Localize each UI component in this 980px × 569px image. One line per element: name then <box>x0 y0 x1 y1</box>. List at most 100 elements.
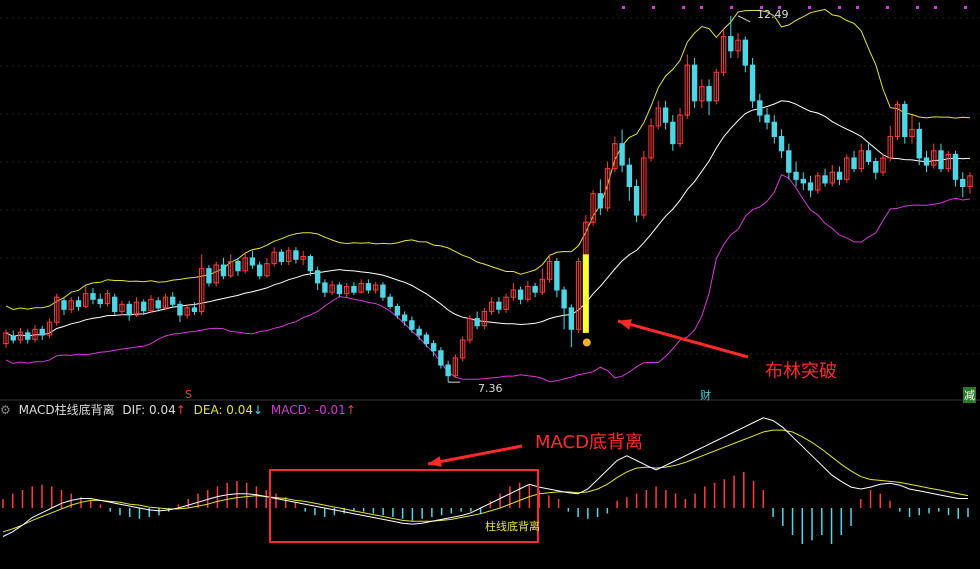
candle-body <box>691 64 698 102</box>
cursor-hand-icon <box>582 338 591 347</box>
candle-body <box>793 171 799 180</box>
candle-body <box>764 114 770 123</box>
candle-body <box>815 175 821 191</box>
dea-line <box>2 429 969 533</box>
status-dot <box>778 6 781 9</box>
candle-body <box>873 161 879 173</box>
candle-body <box>372 284 379 291</box>
candle-body <box>162 296 169 309</box>
candle-body <box>546 260 553 280</box>
candle-body <box>836 171 843 180</box>
candle-body <box>387 296 393 307</box>
candle-body <box>278 251 285 262</box>
candle-body <box>75 300 82 307</box>
candle-body <box>829 171 835 184</box>
candle-body <box>481 310 488 327</box>
candle-body <box>25 332 31 340</box>
candle-body <box>865 150 872 163</box>
candle-body <box>496 301 502 310</box>
candle-body <box>902 103 908 138</box>
bollinger-arrow <box>617 319 749 359</box>
bollinger-mid-band <box>5 100 971 337</box>
candle-body <box>844 157 850 180</box>
candle-body <box>83 293 89 307</box>
status-dot <box>700 6 703 9</box>
candle-body <box>343 285 350 295</box>
candle-body <box>54 296 60 323</box>
macd-value: MACD: -0.01 <box>270 403 346 417</box>
candle-body <box>960 178 966 188</box>
breakout-candle-highlight <box>582 254 589 333</box>
candle-body <box>416 328 422 336</box>
dea-down-arrow: ↓ <box>253 403 264 417</box>
candle-body <box>126 303 132 316</box>
histogram-divergence-label: 柱线底背离 <box>485 520 540 533</box>
candle-body <box>17 331 24 341</box>
candle-body <box>3 332 9 345</box>
candle-body <box>510 289 517 298</box>
macd-divergence-annotation: MACD底背离 <box>535 432 643 453</box>
candle-body <box>670 121 676 145</box>
macd-up-arrow: ↑ <box>345 403 356 417</box>
candle-body <box>32 328 38 340</box>
indicator-name[interactable]: MACD柱线底背离 <box>18 403 115 417</box>
candle-body <box>365 283 372 291</box>
candle-body <box>452 357 459 377</box>
candle-body <box>155 300 161 309</box>
candle-body <box>46 321 53 336</box>
candle-body <box>706 86 712 102</box>
candle-body <box>619 143 625 166</box>
candle-body <box>735 39 741 52</box>
candle-body <box>256 264 263 277</box>
candle-body <box>380 284 386 298</box>
candle-body <box>568 307 575 330</box>
candle-body <box>213 264 219 284</box>
candle-body <box>590 193 596 223</box>
candle-body <box>778 136 785 152</box>
candle-body <box>191 307 198 312</box>
candle-body <box>677 114 683 145</box>
candle-body <box>459 339 466 359</box>
candle-body <box>597 193 604 209</box>
status-dot <box>838 6 841 9</box>
candle-body <box>909 128 915 138</box>
candle-body <box>423 334 430 345</box>
status-dot <box>652 6 655 9</box>
candle-body <box>655 107 662 127</box>
dif-line <box>2 417 968 537</box>
candle-body <box>445 364 451 377</box>
candle-body <box>880 157 886 173</box>
candle-body <box>293 250 299 260</box>
candle-body <box>351 285 357 293</box>
candle-body <box>713 71 720 102</box>
candle-body <box>264 263 270 277</box>
candle-body <box>170 296 176 305</box>
candle-body <box>358 283 364 293</box>
candle-body <box>851 157 857 170</box>
candle-body <box>923 157 930 166</box>
cai-marker: 财 <box>700 389 711 402</box>
status-dot <box>934 6 937 9</box>
status-dot <box>886 6 889 9</box>
dif-up-arrow: ↑ <box>175 403 186 417</box>
candle-body <box>61 300 67 310</box>
candle-body <box>90 293 96 300</box>
settings-gear-icon[interactable]: ⚙ <box>0 403 11 417</box>
candle-body <box>104 293 111 305</box>
candle-body <box>525 285 531 300</box>
bollinger-arrow-head <box>618 319 632 330</box>
candle-body <box>858 150 864 170</box>
candle-body <box>322 282 328 293</box>
candle-body <box>662 107 669 123</box>
status-dot <box>808 6 811 9</box>
candle-body <box>220 264 227 277</box>
candle-body <box>786 150 792 173</box>
candle-body <box>800 178 806 184</box>
bollinger-lower-band <box>5 174 971 383</box>
candle-body <box>967 175 973 188</box>
candle-body <box>227 260 234 277</box>
macd-arrow-head <box>428 456 442 467</box>
status-dot <box>682 6 685 9</box>
candle-body <box>314 270 321 284</box>
